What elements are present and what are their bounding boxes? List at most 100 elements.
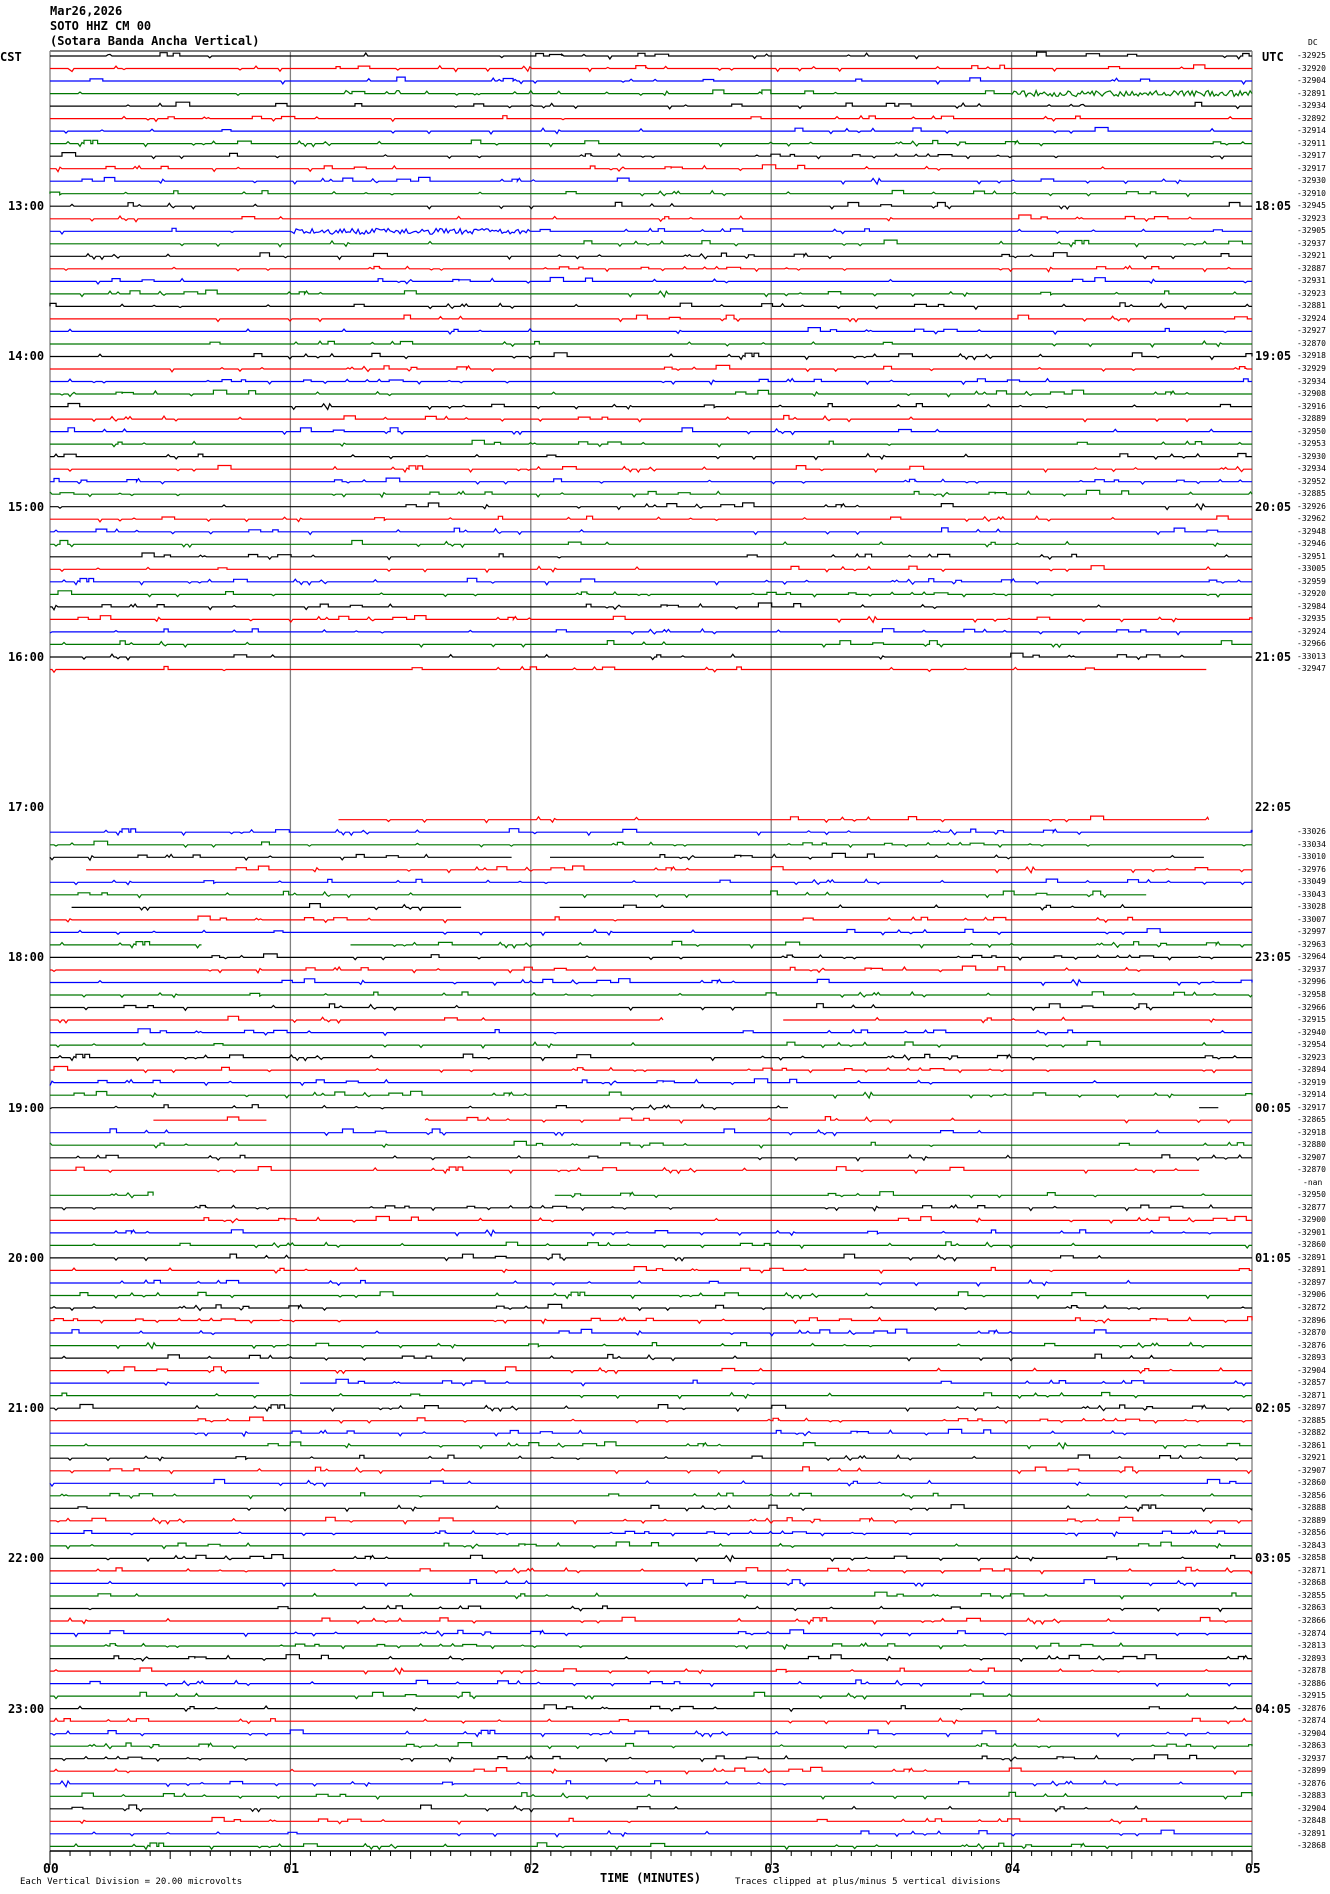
trace-row-1 xyxy=(50,64,1252,73)
trace-row-71 xyxy=(50,940,202,949)
row-value-label: -33013 xyxy=(1297,651,1326,661)
trace-row-75 xyxy=(50,990,1253,999)
trace-row-81 xyxy=(50,1065,1252,1074)
row-value-label: -32946 xyxy=(1297,539,1326,549)
row-value-label: -32923 xyxy=(1297,1052,1326,1062)
row-value-label: -32889 xyxy=(1297,414,1326,424)
trace-row-22 xyxy=(50,327,1252,336)
trace-row-79 xyxy=(50,1040,1252,1050)
row-value-label: -32917 xyxy=(1297,151,1326,161)
row-value-label: -32923 xyxy=(1297,213,1326,223)
row-value-label: -32868 xyxy=(1297,1578,1326,1588)
row-value-label: -32874 xyxy=(1297,1628,1326,1638)
trace-row-82 xyxy=(49,1078,1252,1087)
row-value-label: -32947 xyxy=(1297,664,1326,674)
trace-row-12 xyxy=(50,201,1252,211)
row-value-label: -32945 xyxy=(1297,201,1326,211)
cst-hour-label: 16:00 xyxy=(8,649,45,664)
trace-row-69 xyxy=(50,915,1252,924)
right-timezone-label: UTC xyxy=(1262,50,1284,64)
row-value-label: -32813 xyxy=(1297,1641,1326,1651)
trace-row-73 xyxy=(50,965,1252,974)
row-value-label: -32877 xyxy=(1297,1202,1326,1212)
trace-row-66 xyxy=(50,878,1252,886)
row-value-label: -32952 xyxy=(1297,476,1326,486)
row-value-label: -32855 xyxy=(1297,1590,1326,1600)
row-value-label: -32883 xyxy=(1297,1791,1326,1801)
trace-row-18 xyxy=(50,276,1252,285)
trace-row-63 xyxy=(50,840,1252,849)
trace-row-49 xyxy=(50,665,1207,674)
row-value-label: -32984 xyxy=(1297,601,1326,611)
trace-row-116 xyxy=(50,1504,1253,1513)
trace-row-85 xyxy=(424,1115,1252,1125)
row-value-label: -32905 xyxy=(1297,226,1326,236)
row-value-label: -32866 xyxy=(1297,1616,1326,1625)
trace-row-3 xyxy=(50,88,1253,98)
utc-hour-label: 00:05 xyxy=(1255,1100,1292,1115)
row-value-label: -32929 xyxy=(1297,364,1326,373)
trace-row-100 xyxy=(50,1303,1252,1312)
row-value-label: -32931 xyxy=(1297,276,1326,286)
row-value-label: -32882 xyxy=(1297,1428,1326,1438)
trace-row-115 xyxy=(50,1491,1252,1500)
dc-marker: DC xyxy=(1308,38,1318,47)
trace-row-45 xyxy=(50,614,1253,624)
trace-row-125 xyxy=(50,1616,1252,1626)
cst-hour-label: 18:00 xyxy=(8,950,45,965)
trace-row-70 xyxy=(50,928,1252,937)
row-value-label: -32876 xyxy=(1297,1778,1326,1788)
utc-hour-label: 18:05 xyxy=(1255,199,1292,214)
row-value-label: -32997 xyxy=(1297,927,1326,937)
trace-row-26 xyxy=(50,377,1252,386)
x-tick-label: 02 xyxy=(524,1862,540,1877)
left-timezone-label: CST xyxy=(0,50,22,64)
trace-row-117 xyxy=(50,1516,1252,1525)
row-value-label: -32891 xyxy=(1297,88,1326,98)
row-value-label: -32918 xyxy=(1297,351,1326,361)
utc-hour-label: 04:05 xyxy=(1255,1701,1292,1716)
x-axis-title: TIME (MINUTES) xyxy=(600,1871,702,1885)
trace-row-134 xyxy=(50,1729,1252,1738)
row-value-label: -32863 xyxy=(1297,1741,1326,1751)
row-value-label: -32885 xyxy=(1297,1415,1326,1425)
trace-row-68 xyxy=(559,903,1252,911)
trace-row-127 xyxy=(50,1642,1252,1651)
trace-row-30 xyxy=(50,427,1252,436)
trace-row-42 xyxy=(50,577,1252,586)
trace-row-106 xyxy=(50,1381,260,1387)
row-value-label: -32950 xyxy=(1297,1190,1326,1200)
row-value-label: -33043 xyxy=(1297,889,1326,899)
trace-row-37 xyxy=(50,515,1252,523)
trace-row-76 xyxy=(50,1003,1252,1012)
row-value-label: -32860 xyxy=(1297,1478,1326,1488)
row-value-label: -32897 xyxy=(1297,1277,1326,1287)
row-value-label: -32910 xyxy=(1297,188,1326,198)
trace-row-32 xyxy=(50,452,1252,461)
trace-row-14 xyxy=(50,227,1252,236)
trace-row-10 xyxy=(50,176,1252,186)
trace-row-78 xyxy=(50,1028,1252,1037)
trace-row-87 xyxy=(49,1140,1252,1149)
row-value-label: -32891 xyxy=(1297,1265,1326,1275)
trace-row-130 xyxy=(50,1679,1252,1688)
trace-row-95 xyxy=(50,1241,1252,1250)
row-value-label: -32888 xyxy=(1297,1503,1326,1513)
trace-row-20 xyxy=(49,302,1252,311)
row-value-label: -32948 xyxy=(1297,526,1326,536)
trace-row-132 xyxy=(50,1704,1252,1713)
x-tick-label: 05 xyxy=(1245,1862,1261,1877)
row-value-label: -32915 xyxy=(1297,1691,1326,1701)
row-value-label: -32906 xyxy=(1297,1290,1326,1300)
trace-row-65 xyxy=(86,865,1252,875)
trace-row-122 xyxy=(50,1578,1252,1588)
row-value-label: -32919 xyxy=(1297,1077,1326,1087)
row-value-label: -33010 xyxy=(1297,852,1326,862)
utc-hour-label: 20:05 xyxy=(1255,499,1292,514)
trace-row-118 xyxy=(50,1529,1252,1538)
row-value-label: -32868 xyxy=(1297,1841,1326,1851)
row-value-label: -32857 xyxy=(1297,1378,1326,1388)
cst-hour-label: 20:00 xyxy=(8,1250,45,1265)
trace-row-23 xyxy=(50,340,1252,348)
x-tick-label: 04 xyxy=(1005,1862,1021,1877)
